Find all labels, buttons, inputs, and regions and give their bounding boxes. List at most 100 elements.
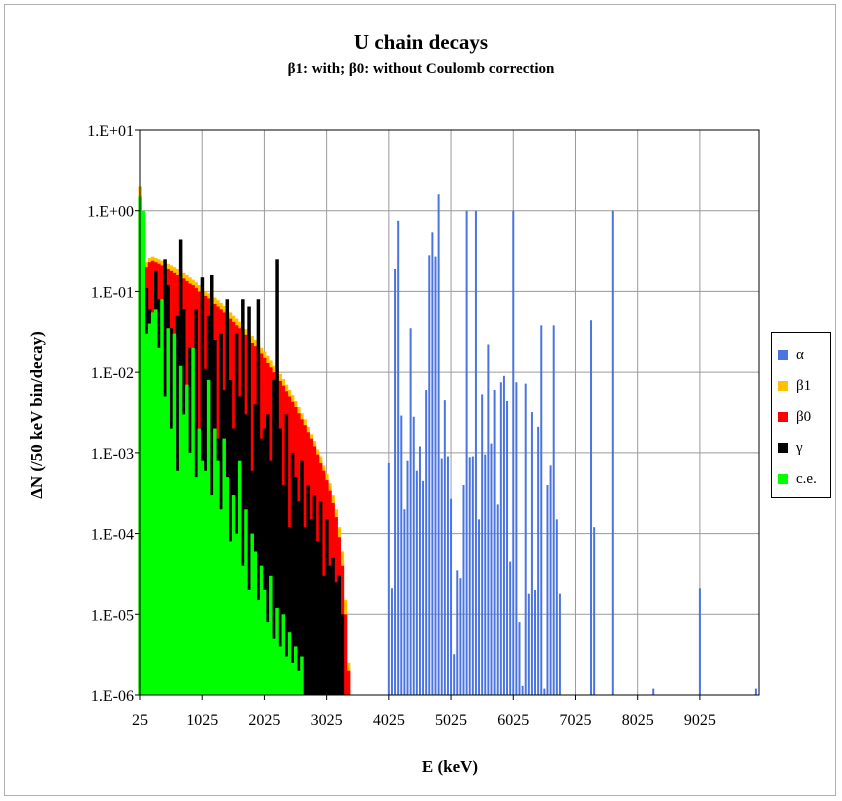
bar-alpha [415, 470, 418, 695]
bar-alpha [431, 232, 434, 695]
bar-alpha [462, 484, 465, 695]
x-tick-label: 8025 [622, 712, 654, 729]
bar-gamma [228, 379, 233, 695]
bar-ce [297, 670, 301, 695]
legend-swatch [778, 350, 788, 360]
bar-ce [293, 646, 298, 695]
bar-gamma [272, 379, 276, 695]
bar-alpha [453, 654, 456, 695]
legend-swatch [778, 443, 788, 453]
y-tick-label: 1.E+01 [87, 123, 134, 140]
bar-ce [185, 384, 189, 695]
bar-ce [200, 460, 205, 695]
bar-ce [157, 347, 161, 695]
legend-swatch [778, 381, 788, 391]
bar-alpha [387, 462, 390, 695]
bar-ce [287, 632, 292, 695]
plot-area-border [139, 129, 760, 696]
bar-alpha [471, 456, 474, 695]
x-tick-label: 5025 [435, 712, 467, 729]
bar-alpha [558, 593, 561, 695]
bar-gamma [303, 527, 307, 695]
bar-alpha [440, 458, 443, 695]
bar-gamma [284, 414, 289, 695]
bar-ce [256, 600, 261, 695]
legend-item: β1 [778, 376, 811, 396]
bar-alpha [652, 688, 655, 695]
bar-ce [269, 575, 273, 695]
y-tick-label: 1.E-01 [91, 284, 134, 301]
x-tick-label: 3025 [311, 712, 343, 729]
bar-alpha [434, 256, 437, 695]
x-tick-label: 7025 [559, 712, 591, 729]
bar-gamma [309, 519, 314, 695]
bar-alpha [546, 484, 549, 695]
bar-alpha [474, 210, 477, 695]
bar-gamma [253, 404, 258, 695]
bar-gamma [325, 519, 329, 695]
bar-alpha [506, 400, 509, 695]
bar-alpha [478, 519, 481, 695]
bar-ce [234, 533, 239, 695]
bar-ce [160, 299, 164, 695]
bar-gamma [241, 299, 245, 695]
legend-label: c.e. [796, 470, 817, 487]
bar-ce [203, 470, 208, 695]
bar-ce [225, 477, 230, 695]
bar-alpha [468, 457, 471, 695]
bar-gamma [328, 565, 332, 695]
bar-ce [231, 495, 236, 695]
bar-gamma [300, 460, 304, 695]
bar-gamma [275, 259, 279, 695]
bar-alpha [443, 400, 446, 695]
bar-ce [219, 509, 223, 695]
bar-alpha [403, 509, 406, 695]
x-tick-label: 1025 [186, 712, 218, 729]
y-tick-label: 1.E-05 [91, 607, 134, 624]
bar-gamma [262, 428, 267, 695]
bar-alpha [397, 220, 400, 696]
bar-ce [290, 662, 295, 695]
bar-alpha [754, 688, 757, 695]
bar-alpha [465, 210, 468, 695]
bar-gamma [281, 484, 286, 695]
bar-ce [188, 452, 192, 695]
bar-alpha [490, 443, 493, 695]
bar-gamma [247, 306, 251, 695]
bar-alpha [611, 210, 614, 695]
bar-gamma [234, 333, 239, 695]
bar-ce [209, 495, 214, 695]
bar-ce [144, 333, 149, 695]
bar-ce [194, 477, 198, 695]
x-axis-label: E (keV) [421, 757, 479, 776]
bar-ce [154, 309, 158, 695]
legend-label: β1 [796, 377, 812, 394]
bar-beta0 [343, 614, 348, 695]
y-axis-label: ΔN (/50 keV bin/decay) [27, 331, 46, 499]
chart-subtitle: β1: with; β0: without Coulomb correction [287, 61, 555, 77]
bar-ce [147, 323, 152, 695]
bar-gamma [297, 501, 301, 695]
bar-alpha [527, 593, 530, 695]
bar-ce [237, 460, 242, 695]
bar-alpha [524, 383, 527, 695]
x-axis-ticks: 25 1025 2025 3025 4025 5025 6025 7025 8025 9025 [132, 695, 716, 729]
bar-alpha [456, 570, 459, 695]
legend-label: β0 [796, 408, 812, 425]
bar-alpha [422, 480, 425, 695]
bar-gamma [337, 575, 342, 695]
bar-ce [150, 312, 155, 695]
legend-label: α [796, 346, 804, 363]
bar-alpha [450, 498, 453, 695]
bar-alpha [530, 412, 533, 695]
bar-alpha [412, 416, 415, 695]
bar-ce [181, 414, 186, 695]
bar-ce [250, 533, 254, 695]
bar-alpha [540, 325, 543, 695]
bar-alpha [484, 454, 487, 695]
bar-alpha [400, 415, 403, 695]
bar-gamma [306, 484, 310, 695]
bar-ce [275, 607, 279, 695]
bar-alpha [543, 688, 546, 695]
bar-ce [253, 551, 258, 695]
